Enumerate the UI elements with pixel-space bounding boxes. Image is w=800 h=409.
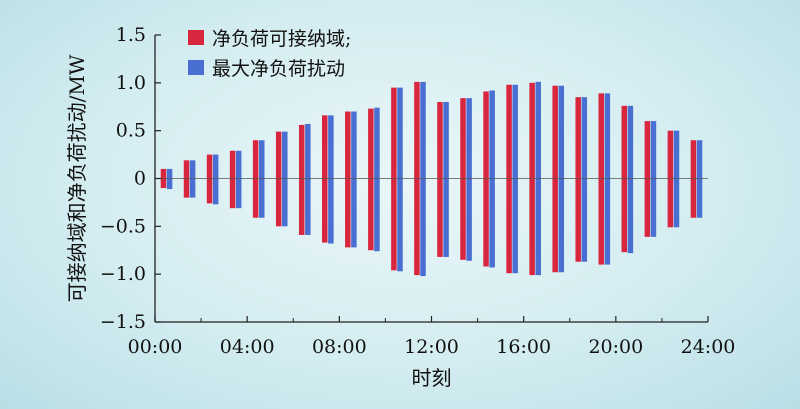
bar-series-1-hour-23 [690,140,697,218]
bar-series-2-hour-23 [696,140,703,218]
bar-series-2-hour-8 [351,111,357,248]
y-tick-label: 0.5 [116,120,146,142]
bar-series-2-hour-14 [489,90,495,268]
bar-series-1-hour-15 [506,84,512,274]
x-tick-label: 12:00 [404,336,459,358]
y-tick-label: −0.5 [100,215,146,237]
bar-series-1-hour-22 [667,130,674,228]
bar-series-1-hour-4 [252,140,259,218]
bar-series-1-hour-13 [460,98,466,260]
bar-series-1-hour-18 [575,97,581,262]
bar-series-1-hour-3 [229,150,236,209]
x-tick-label: 00:00 [128,336,183,358]
x-tick-label: 24:00 [681,336,736,358]
bar-series-1-hour-7 [322,115,328,243]
bar-series-2-hour-4 [258,140,265,218]
legend-swatch-series-2 [188,60,204,75]
bar-series-2-hour-0 [166,168,173,190]
y-tick-label: −1.0 [100,263,146,285]
bar-series-2-hour-7 [328,115,334,244]
bar-series-1-hour-21 [644,121,651,237]
bar-series-2-hour-19 [604,93,611,265]
x-tick-label: 08:00 [312,336,367,358]
legend-label-series-1: 净负荷可接纳域; [212,28,351,50]
legend-label-series-2: 最大净负荷扰动 [212,58,345,80]
bar-series-1-hour-16 [529,82,535,276]
bar-series-2-hour-11 [420,81,426,277]
y-tick-label: −1.5 [100,311,146,333]
bar-series-1-hour-6 [298,124,305,235]
y-tick-label: 1.0 [116,72,146,94]
bar-series-2-hour-18 [581,97,588,262]
y-tick-label: 0 [134,168,146,190]
bar-series-2-hour-21 [650,121,657,237]
bar-series-1-hour-12 [437,101,443,257]
bar-series-1-hour-19 [598,93,605,265]
bar-series-1-hour-2 [206,154,213,204]
x-tick-label: 20:00 [588,336,643,358]
bar-series-1-hour-17 [552,85,558,273]
bar-series-2-hour-9 [374,107,380,252]
x-axis-label: 时刻 [412,366,452,390]
x-tick-label: 16:00 [496,336,551,358]
bar-series-1-hour-9 [368,108,374,251]
bar-series-2-hour-15 [512,84,518,274]
bar-series-2-hour-12 [443,101,449,257]
bar-series-2-hour-20 [627,105,634,254]
y-tick-label: 1.5 [116,24,146,46]
bar-series-1-hour-14 [483,91,489,267]
y-axis-label: 可接纳域和净负荷扰动/MW [65,54,89,302]
legend-swatch-series-1 [188,30,204,45]
x-tick-label: 04:00 [220,336,275,358]
bar-series-2-hour-6 [305,123,311,235]
bar-series-2-hour-2 [212,154,219,205]
bar-series-2-hour-3 [235,150,242,209]
bar-series-2-hour-1 [189,160,196,198]
bar-series-2-hour-5 [282,131,288,227]
bars-layer [160,81,703,277]
bar-series-1-hour-1 [183,160,190,198]
bar-series-2-hour-10 [397,87,403,272]
bar-series-1-hour-10 [391,87,397,271]
bar-series-2-hour-17 [558,85,565,273]
ticks-layer: 1.5 1.0 0.5 0 −0.5 −1.0 −1.5 00:00 04:00 08:00 12:… [100,24,736,358]
bar-series-2-hour-22 [673,130,680,228]
bar-series-1-hour-20 [621,105,628,253]
bar-series-1-hour-5 [275,131,282,227]
legend: 净负荷可接纳域; 最大净负荷扰动 [188,28,351,80]
bar-series-1-hour-8 [345,111,351,248]
bar-series-2-hour-13 [466,98,472,261]
